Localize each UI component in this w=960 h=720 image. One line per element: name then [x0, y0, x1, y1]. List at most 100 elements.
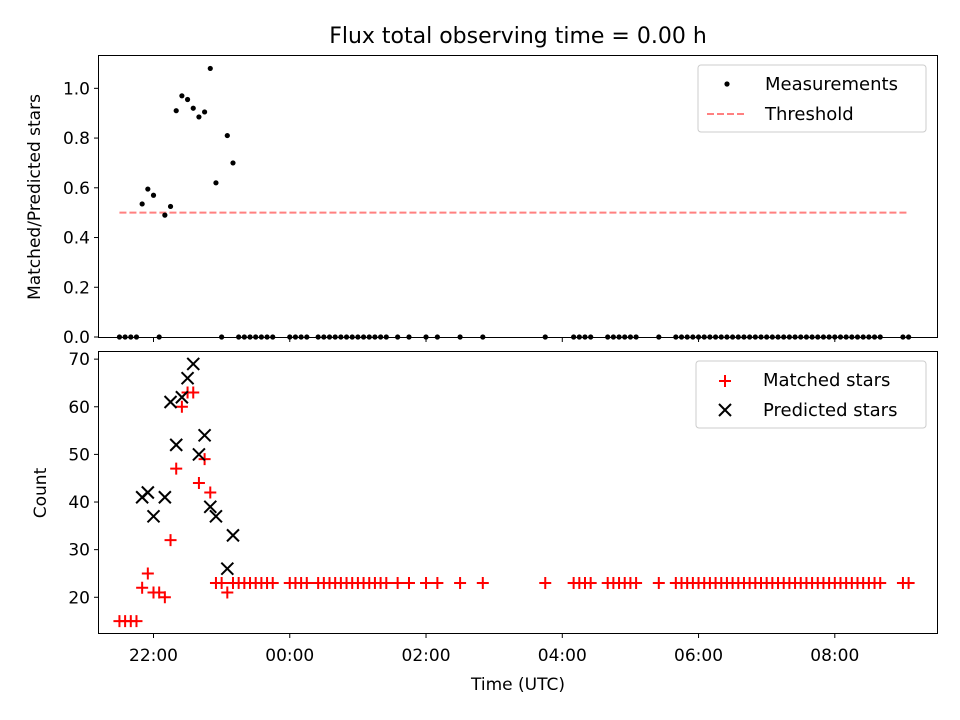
matched-star-point — [192, 476, 205, 489]
top-y-tick-label: 0.6 — [63, 179, 90, 199]
bottom-plot-area — [113, 357, 915, 628]
matched-star-point — [630, 576, 643, 589]
bottom-y-tick-label: 20 — [68, 588, 90, 608]
predicted-star-point — [203, 500, 217, 514]
measurement-point — [202, 109, 208, 115]
matched-star-point — [874, 576, 887, 589]
matched-star-point — [158, 591, 171, 604]
x-tick-label: 06:00 — [674, 646, 723, 666]
predicted-star-point — [220, 561, 235, 576]
bottom-legend: Matched stars Predicted stars — [695, 360, 927, 429]
matched-star-point — [539, 576, 552, 589]
top-legend-box — [697, 64, 927, 133]
x-tick-label: 04:00 — [538, 646, 587, 666]
matched-star-point — [380, 576, 393, 589]
legend-matched-label: Matched stars — [763, 370, 890, 391]
chart-title: Flux total observing time = 0.00 h — [329, 24, 707, 49]
bottom-y-tick-label: 70 — [68, 350, 90, 370]
matched-star-point — [175, 400, 188, 413]
top-y-tick-label: 0.4 — [63, 229, 90, 249]
bottom-y-tick-label: 50 — [68, 445, 90, 465]
bottom-y-ticks: 20 30 40 50 60 70 — [68, 350, 99, 608]
predicted-star-point — [158, 490, 172, 504]
bottom-legend-box — [695, 360, 927, 429]
legend-predicted-label: Predicted stars — [763, 400, 897, 421]
top-x-ticks — [153, 337, 836, 342]
predicted-star-point — [146, 509, 161, 524]
matched-star-point — [221, 586, 234, 599]
measurement-point — [167, 203, 174, 210]
predicted-star-point — [163, 395, 178, 409]
matched-star-point — [391, 576, 404, 589]
measurement-point — [190, 105, 196, 111]
bottom-x-ticks: 22:00 00:00 02:00 04:00 06:00 08:00 — [129, 633, 859, 666]
matched-star-point — [584, 576, 597, 589]
x-axis-label: Time (UTC) — [470, 675, 565, 695]
predicted-star-point — [186, 357, 200, 371]
predicted-star-point — [141, 485, 155, 500]
bottom-y-tick-label: 30 — [68, 541, 90, 561]
matched-star-point — [141, 567, 154, 580]
bottom-y-tick-label: 60 — [68, 398, 90, 418]
legend-measurements-marker — [724, 81, 730, 87]
bottom-panel: 20 30 40 50 60 70 22:00 00:00 02:00 04:00 06:00 08… — [31, 350, 938, 695]
predicted-star-point — [226, 528, 240, 543]
legend-predicted-marker — [718, 403, 732, 417]
legend-threshold-label: Threshold — [764, 104, 854, 125]
matched-star-point — [170, 462, 183, 475]
matched-star-point — [476, 576, 489, 589]
top-y-tick-label: 0.8 — [63, 129, 90, 149]
x-tick-label: 22:00 — [129, 646, 178, 666]
bottom-axes-frame — [98, 351, 938, 634]
measurement-point — [207, 65, 213, 72]
x-tick-label: 08:00 — [810, 646, 859, 666]
top-y-ticks: 0.0 0.2 0.4 0.6 0.8 1.0 — [63, 79, 99, 348]
matched-star-point — [431, 576, 444, 589]
matched-star-point — [420, 576, 433, 589]
predicted-star-point — [175, 390, 189, 404]
measurement-point — [224, 132, 230, 139]
measurement-point — [139, 201, 145, 207]
measurement-point — [184, 96, 191, 103]
predicted-star-point — [180, 371, 195, 385]
top-y-axis-label: Matched/Predicted stars — [25, 94, 45, 300]
matched-star-point — [187, 386, 200, 399]
matched-star-point — [204, 486, 217, 499]
matched-star-point — [652, 576, 665, 589]
legend-matched-marker — [719, 375, 731, 387]
measurement-point — [196, 114, 202, 120]
predicted-star-point — [192, 447, 206, 462]
measurement-point — [173, 108, 179, 114]
matched-star-point — [902, 576, 915, 589]
measurement-point — [179, 93, 185, 99]
measurement-point — [213, 180, 219, 186]
predicted-star-point — [209, 509, 223, 524]
measurement-point — [230, 160, 236, 166]
measurement-point — [145, 186, 151, 192]
matched-star-point — [164, 534, 177, 547]
x-tick-label: 00:00 — [265, 646, 314, 666]
bottom-y-axis-label: Count — [31, 467, 51, 518]
measurement-point — [162, 212, 168, 218]
matched-star-point — [266, 576, 279, 589]
legend-measurements-label: Measurements — [765, 74, 898, 95]
matched-star-point — [130, 615, 143, 628]
top-axes-frame — [98, 55, 938, 338]
top-y-tick-label: 1.0 — [63, 79, 90, 99]
matched-star-point — [454, 576, 467, 589]
predicted-star-point — [169, 438, 183, 452]
top-plot-area — [116, 65, 912, 340]
measurement-point — [150, 192, 157, 198]
matched-star-point — [136, 581, 149, 594]
top-y-tick-label: 0.2 — [63, 278, 90, 298]
matched-star-point — [402, 576, 415, 589]
top-panel: 0.0 0.2 0.4 0.6 0.8 1.0 Matched/Predicted sta… — [25, 55, 938, 348]
top-legend: Measurements Threshold — [697, 64, 927, 133]
top-y-tick-label: 0.0 — [63, 328, 90, 348]
bottom-y-tick-label: 40 — [68, 493, 90, 513]
predicted-star-point — [197, 428, 212, 443]
x-tick-label: 02:00 — [402, 646, 451, 666]
matched-star-point — [215, 576, 228, 589]
matched-star-point — [300, 576, 313, 589]
